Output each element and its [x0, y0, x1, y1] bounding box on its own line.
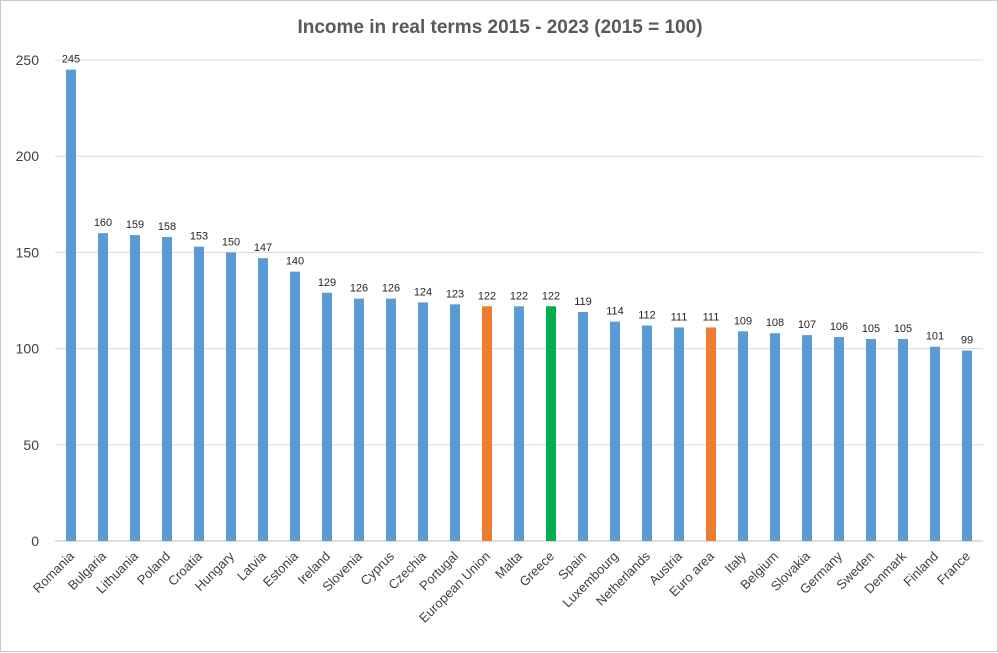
data-label: 153 — [190, 231, 208, 243]
data-label: 126 — [350, 283, 368, 295]
data-label: 105 — [862, 323, 880, 335]
bar — [258, 258, 268, 541]
data-label: 158 — [158, 221, 176, 233]
bar — [962, 350, 972, 541]
data-label: 107 — [798, 319, 816, 331]
data-label: 122 — [510, 290, 528, 302]
data-label: 119 — [574, 296, 592, 308]
bar — [130, 235, 140, 542]
bar — [194, 246, 204, 542]
data-label: 129 — [318, 277, 336, 289]
chart-title: Income in real terms 2015 - 2023 (2015 =… — [297, 17, 703, 38]
bar — [738, 331, 748, 541]
bar — [546, 306, 556, 541]
data-label: 150 — [222, 236, 240, 248]
bar — [98, 233, 108, 541]
y-tick-label: 0 — [31, 533, 39, 549]
data-label: 114 — [606, 306, 624, 318]
bar — [866, 338, 876, 541]
x-tick-label: Greece — [516, 549, 557, 590]
data-label: 126 — [382, 283, 400, 295]
data-label: 123 — [446, 288, 464, 300]
data-label: 140 — [286, 256, 304, 268]
bar — [578, 312, 588, 541]
x-tick-label: France — [934, 549, 973, 588]
bar — [706, 327, 716, 541]
data-label: 245 — [62, 54, 80, 66]
data-label: 124 — [414, 286, 432, 298]
bar — [418, 302, 428, 541]
y-tick-label: 250 — [16, 52, 40, 68]
bar — [66, 69, 76, 542]
data-label: 122 — [478, 290, 496, 302]
data-label: 111 — [703, 311, 720, 323]
data-label: 160 — [94, 217, 112, 229]
bar — [610, 321, 620, 541]
bar — [674, 327, 684, 541]
data-label: 159 — [126, 219, 144, 231]
x-tick-label: Italy — [722, 548, 750, 576]
bar — [450, 304, 460, 541]
bar — [514, 306, 524, 541]
bar — [770, 333, 780, 541]
bar — [354, 298, 364, 541]
data-label: 112 — [638, 310, 656, 322]
data-label: 106 — [830, 321, 848, 333]
bar — [642, 325, 652, 541]
data-label: 147 — [254, 242, 272, 254]
bar — [834, 337, 844, 541]
bar — [482, 306, 492, 541]
data-label: 122 — [542, 290, 560, 302]
bar — [386, 298, 396, 541]
bar — [322, 292, 332, 541]
y-tick-label: 50 — [23, 437, 39, 453]
data-label: 101 — [926, 331, 944, 343]
bar — [226, 252, 236, 541]
bar — [290, 271, 300, 541]
data-label: 109 — [734, 315, 752, 327]
x-tick-label: Finland — [900, 549, 941, 590]
bar — [898, 338, 908, 541]
y-tick-label: 200 — [16, 148, 40, 164]
data-label: 108 — [766, 317, 784, 329]
data-label: 99 — [961, 335, 973, 347]
bar — [802, 335, 812, 541]
y-tick-label: 150 — [16, 244, 40, 260]
bar — [162, 237, 172, 541]
data-label: 111 — [671, 311, 688, 323]
y-tick-label: 100 — [16, 341, 40, 357]
data-label: 105 — [894, 323, 912, 335]
bar — [930, 346, 940, 541]
x-tick-label: Estonia — [260, 548, 302, 590]
